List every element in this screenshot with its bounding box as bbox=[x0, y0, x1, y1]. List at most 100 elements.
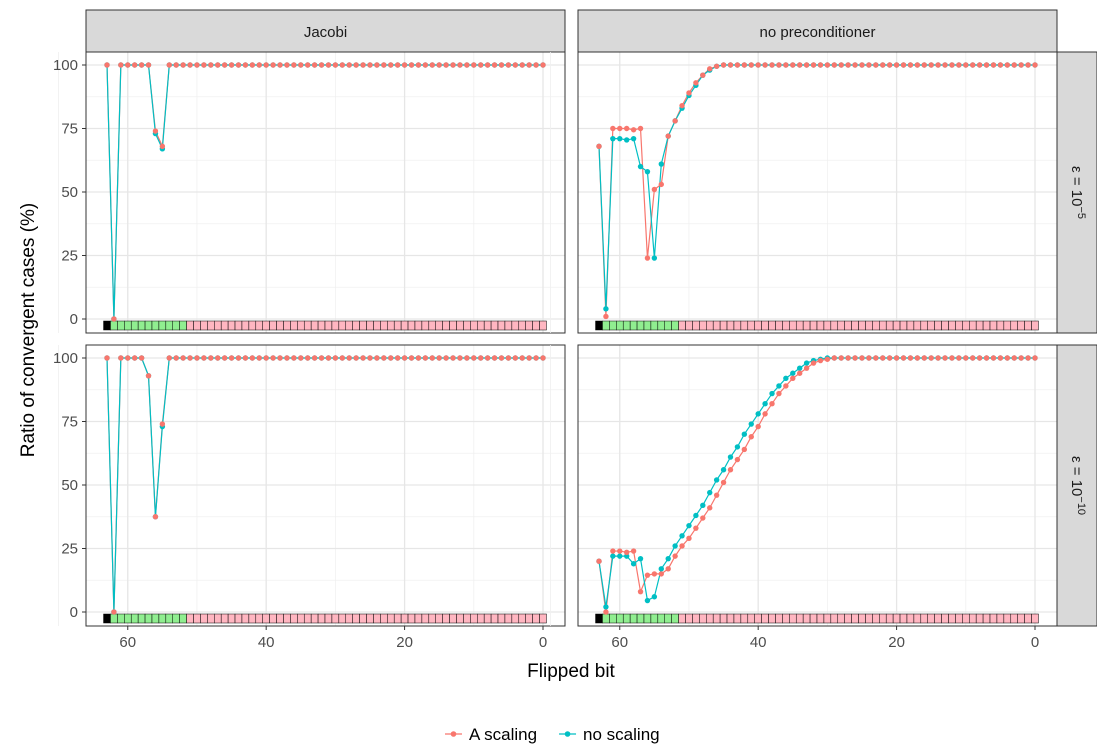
data-point-no-scaling bbox=[776, 383, 782, 389]
bit-band-cell bbox=[782, 320, 790, 331]
bit-band-cell bbox=[407, 320, 416, 331]
data-point-a-scaling bbox=[790, 62, 796, 68]
data-point-a-scaling bbox=[394, 62, 401, 68]
data-point-a-scaling bbox=[298, 355, 304, 361]
data-point-a-scaling bbox=[630, 548, 637, 554]
bit-band-cell bbox=[602, 320, 610, 331]
bit-band-cell bbox=[913, 613, 922, 624]
panel-border bbox=[577, 344, 1058, 627]
bit-band-cell bbox=[158, 320, 167, 331]
data-point-no-scaling bbox=[644, 168, 651, 175]
bit-band-cell bbox=[345, 320, 353, 331]
data-point-a-scaling bbox=[187, 62, 193, 68]
data-point-a-scaling bbox=[741, 62, 748, 68]
bit-band-cell bbox=[255, 613, 263, 624]
data-point-a-scaling bbox=[1025, 355, 1031, 361]
data-point-a-scaling bbox=[623, 549, 630, 556]
bit-band-cell bbox=[283, 613, 291, 624]
bit-band-cell bbox=[421, 320, 430, 331]
bit-band-cell bbox=[497, 320, 506, 331]
bit-band-cell bbox=[456, 320, 464, 331]
bit-band-cell bbox=[913, 320, 922, 331]
data-point-a-scaling bbox=[810, 360, 817, 366]
bit-band-cell bbox=[1031, 613, 1039, 624]
data-point-a-scaling bbox=[603, 313, 609, 320]
data-point-a-scaling bbox=[720, 62, 727, 68]
data-point-a-scaling bbox=[443, 62, 449, 68]
data-point-a-scaling bbox=[630, 127, 637, 133]
data-point-a-scaling bbox=[263, 355, 269, 361]
bit-band-cell bbox=[969, 320, 977, 331]
bit-band-cell bbox=[477, 613, 485, 624]
bit-band-cell bbox=[879, 613, 887, 624]
data-point-a-scaling bbox=[104, 355, 110, 361]
data-point-a-scaling bbox=[221, 62, 228, 68]
data-point-a-scaling bbox=[748, 62, 754, 68]
bit-band-cell bbox=[380, 613, 388, 624]
data-point-a-scaling bbox=[949, 62, 955, 68]
data-point-a-scaling bbox=[478, 355, 484, 361]
data-point-a-scaling bbox=[353, 355, 359, 361]
data-point-a-scaling bbox=[603, 609, 609, 615]
bit-band-cell bbox=[761, 320, 769, 331]
legend-key-point-no-scaling bbox=[564, 731, 571, 737]
bit-band-cell bbox=[248, 320, 257, 331]
data-point-a-scaling bbox=[956, 355, 962, 361]
data-point-a-scaling bbox=[942, 62, 948, 68]
data-point-no-scaling bbox=[769, 390, 775, 397]
data-point-a-scaling bbox=[900, 62, 907, 68]
bit-band-cell bbox=[407, 613, 416, 624]
bit-band-cell bbox=[795, 613, 804, 624]
bit-band-cell bbox=[373, 613, 381, 624]
bit-band-cell bbox=[837, 613, 845, 624]
bit-band-cell bbox=[733, 613, 742, 624]
bit-band-cell bbox=[823, 613, 832, 624]
bit-band-cell bbox=[643, 320, 652, 331]
data-point-a-scaling bbox=[270, 62, 276, 68]
data-point-a-scaling bbox=[873, 62, 879, 68]
bit-band-cell bbox=[435, 613, 443, 624]
data-point-a-scaling bbox=[464, 62, 470, 68]
data-point-no-scaling bbox=[617, 553, 623, 559]
bit-band-cell bbox=[151, 320, 160, 331]
legend-label-no-scaling: no scaling bbox=[583, 725, 660, 744]
bit-band-cell bbox=[962, 320, 970, 331]
bit-band-cell bbox=[186, 613, 194, 624]
bit-band-cell bbox=[934, 320, 942, 331]
data-point-a-scaling bbox=[270, 355, 276, 361]
bit-band-cell bbox=[255, 320, 263, 331]
bit-band-cell bbox=[692, 613, 700, 624]
bit-band-cell bbox=[775, 613, 783, 624]
bit-band-cell bbox=[671, 320, 679, 331]
bit-band-cell bbox=[685, 613, 693, 624]
data-point-a-scaling bbox=[983, 62, 990, 68]
data-point-a-scaling bbox=[637, 588, 644, 595]
data-point-a-scaling bbox=[228, 62, 235, 68]
data-point-a-scaling bbox=[866, 355, 872, 361]
data-point-no-scaling bbox=[658, 566, 664, 572]
panel-0: 0 25 50 75 100 bbox=[53, 51, 566, 334]
data-point-a-scaling bbox=[131, 355, 138, 361]
bit-band-cell bbox=[130, 320, 139, 331]
bit-band-cell bbox=[975, 320, 984, 331]
data-point-a-scaling bbox=[450, 355, 456, 361]
bit-band-cell bbox=[214, 613, 222, 624]
data-point-a-scaling bbox=[201, 355, 207, 361]
bit-band-cell bbox=[851, 320, 859, 331]
data-point-a-scaling bbox=[408, 355, 415, 361]
facet-row-strip-1 bbox=[1056, 344, 1097, 627]
bit-band-cell bbox=[373, 320, 381, 331]
data-point-a-scaling bbox=[921, 355, 927, 361]
bit-band-cell bbox=[941, 320, 949, 331]
data-point-a-scaling bbox=[893, 62, 900, 68]
bit-band-cell bbox=[137, 320, 146, 331]
data-point-a-scaling bbox=[803, 365, 810, 371]
data-point-no-scaling bbox=[630, 135, 637, 142]
data-point-a-scaling bbox=[783, 62, 789, 68]
bit-band-cell bbox=[740, 613, 749, 624]
bit-band-cell bbox=[629, 320, 638, 331]
bit-band-cell bbox=[726, 320, 735, 331]
panel-border bbox=[577, 51, 1058, 334]
bit-band-cell bbox=[414, 320, 423, 331]
bit-band-cell bbox=[504, 613, 513, 624]
